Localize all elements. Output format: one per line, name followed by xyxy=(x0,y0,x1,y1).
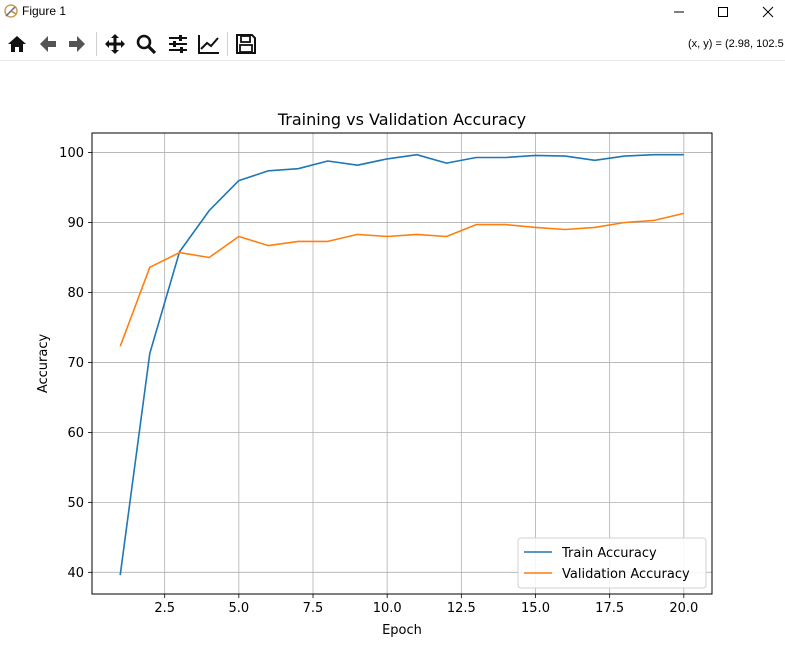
home-button[interactable] xyxy=(3,30,31,58)
navigation-toolbar xyxy=(0,28,785,61)
zoom-button[interactable] xyxy=(132,30,160,58)
x-tick-label: 10.0 xyxy=(373,601,402,616)
x-axis-label: Epoch xyxy=(382,623,422,638)
series xyxy=(119,153,684,576)
x-tick-label: 12.5 xyxy=(447,601,476,616)
legend: Train Accuracy Validation Accuracy xyxy=(517,537,707,589)
legend-label-train: Train Accuracy xyxy=(561,546,657,561)
ticks: 2.5 5.0 7.5 10.0 12.5 15.0 17.5 20.0 40 50 60 70 80 9… xyxy=(59,146,698,616)
y-tick-label: 40 xyxy=(67,566,84,581)
save-icon xyxy=(236,34,256,54)
cursor-coordinates: (x, y) = (2.98, 102.5 xyxy=(688,38,784,50)
configure-subplots-icon xyxy=(169,35,187,53)
window-title: Figure 1 xyxy=(22,4,67,18)
toolbar-separator xyxy=(96,32,97,56)
y-axis-label: Accuracy xyxy=(36,334,51,394)
maximize-icon xyxy=(718,7,728,17)
edit-axis-button[interactable] xyxy=(195,30,223,58)
close-button[interactable] xyxy=(745,0,785,24)
train-accuracy-line xyxy=(119,153,684,576)
y-tick-label: 50 xyxy=(67,496,84,511)
forward-button[interactable] xyxy=(63,30,91,58)
legend-label-validation: Validation Accuracy xyxy=(562,567,690,582)
home-icon xyxy=(8,36,26,52)
validation-accuracy-line xyxy=(119,212,684,347)
y-tick-label: 80 xyxy=(67,286,84,301)
x-tick-label: 7.5 xyxy=(303,601,324,616)
forward-arrow-icon xyxy=(69,36,85,52)
matplotlib-app-icon xyxy=(4,4,18,18)
pan-button[interactable] xyxy=(101,30,129,58)
y-tick-label: 70 xyxy=(67,356,84,371)
zoom-icon xyxy=(136,34,157,55)
x-tick-label: 20.0 xyxy=(669,601,698,616)
axes-frame xyxy=(91,132,713,595)
x-tick-label: 2.5 xyxy=(154,601,175,616)
y-tick-label: 90 xyxy=(67,216,84,231)
toolbar-separator xyxy=(227,32,228,56)
pan-icon xyxy=(105,34,125,54)
x-tick-label: 5.0 xyxy=(228,601,249,616)
y-tick-label: 100 xyxy=(59,146,84,161)
back-button[interactable] xyxy=(34,30,62,58)
figure-canvas[interactable]: 2.5 5.0 7.5 10.0 12.5 15.0 17.5 20.0 40 50 60 70 80 9… xyxy=(0,61,785,653)
window-titlebar: Figure 1 xyxy=(0,0,785,24)
close-icon xyxy=(762,6,774,18)
accuracy-chart: 2.5 5.0 7.5 10.0 12.5 15.0 17.5 20.0 40 50 60 70 80 9… xyxy=(36,110,713,638)
maximize-button[interactable] xyxy=(700,0,746,24)
x-tick-label: 17.5 xyxy=(595,601,624,616)
grid xyxy=(92,133,712,594)
configure-subplots-button[interactable] xyxy=(164,30,192,58)
minimize-icon xyxy=(674,11,684,13)
x-tick-label: 15.0 xyxy=(521,601,550,616)
edit-axis-icon xyxy=(198,35,219,54)
save-button[interactable] xyxy=(232,30,260,58)
legend-box xyxy=(517,537,707,589)
minimize-button[interactable] xyxy=(656,0,702,24)
chart-title: Training vs Validation Accuracy xyxy=(277,110,526,129)
back-arrow-icon xyxy=(40,36,56,52)
y-tick-label: 60 xyxy=(67,426,84,441)
